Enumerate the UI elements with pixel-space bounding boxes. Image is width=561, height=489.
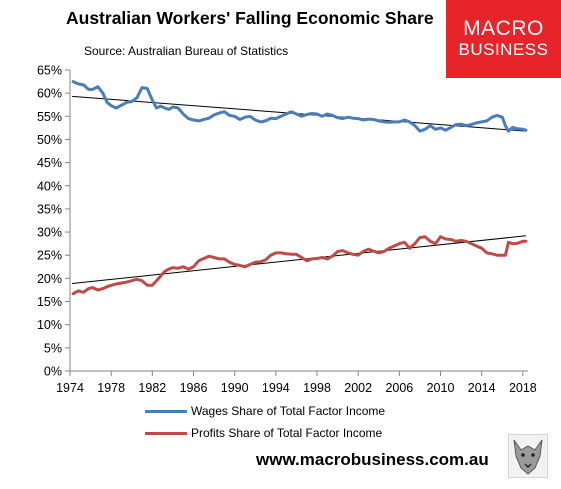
x-tick-label: 1982 [138,381,166,395]
wages-share-line [71,80,528,133]
x-tick-label: 1994 [262,381,290,395]
legend-label-profits: Profits Share of Total Factor Income [191,426,383,440]
x-tick-label: 1978 [97,381,125,395]
macrobusiness-logo: MACRO BUSINESS [446,0,561,78]
x-tick-label: 1974 [56,381,84,395]
x-tick-label: 2010 [427,381,455,395]
y-tick-label: 20% [37,272,62,286]
y-tick-label: 35% [37,202,62,216]
y-tick-label: 55% [37,110,62,124]
y-tick-label: 40% [37,179,62,193]
x-tick-label: 2002 [344,381,372,395]
profits-share-line [71,235,528,296]
x-tick-label: 1986 [180,381,208,395]
x-tick-label: 1990 [221,381,249,395]
legend-item-wages: Wages Share of Total Factor Income [145,404,385,418]
wolf-logo-icon [508,434,548,478]
x-tick-label: 2018 [509,381,537,395]
legend-swatch-profits [145,431,187,435]
logo-line-1: MACRO [463,17,544,40]
profits-trendline [72,235,526,284]
legend-item-profits: Profits Share of Total Factor Income [145,426,382,440]
chart-title: Australian Workers' Falling Economic Sha… [66,8,434,28]
y-tick-label: 45% [37,156,62,170]
legend-swatch-wages [145,409,187,413]
y-tick-label: 50% [37,133,62,147]
y-tick-label: 65% [37,64,62,78]
y-tick-label: 5% [44,341,62,355]
y-tick-label: 10% [37,318,62,332]
x-tick-label: 2006 [385,381,413,395]
y-tick-label: 60% [37,87,62,101]
chart-subtitle: Source: Australian Bureau of Statistics [84,44,289,58]
website-url: www.macrobusiness.com.au [256,450,489,469]
legend-label-wages: Wages Share of Total Factor Income [191,404,386,418]
y-tick-label: 15% [37,295,62,309]
y-tick-label: 0% [44,365,62,379]
logo-line-2: BUSINESS [458,40,549,59]
y-tick-label: 25% [37,249,62,263]
y-tick-label: 30% [37,226,62,240]
x-tick-label: 2014 [468,381,496,395]
x-tick-label: 1998 [303,381,331,395]
